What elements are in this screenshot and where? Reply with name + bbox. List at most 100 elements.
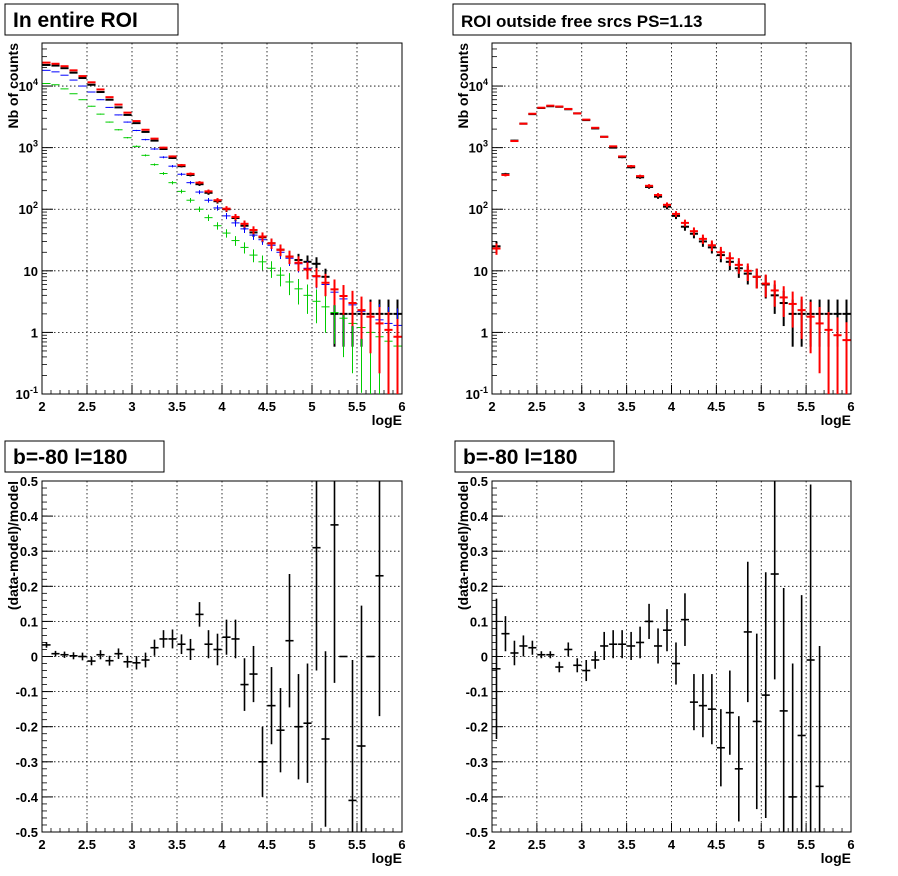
x-tick-label: 5.5 bbox=[797, 837, 815, 852]
series-1 bbox=[492, 105, 851, 347]
x-tick-label: 2 bbox=[38, 837, 45, 852]
y-tick-label: 0.1 bbox=[20, 614, 38, 629]
x-tick-label: 5.5 bbox=[348, 399, 366, 414]
panel-title: In entire ROI bbox=[13, 9, 138, 32]
title-box bbox=[454, 440, 615, 473]
x-tick-label: 4 bbox=[218, 837, 226, 852]
x-tick-label: 5 bbox=[308, 837, 315, 852]
y-tick-label: -0.5 bbox=[466, 825, 488, 840]
x-tick-label: 3.5 bbox=[168, 837, 186, 852]
panel-title: b=-80 l=180 bbox=[463, 446, 577, 469]
x-tick-label: 2.5 bbox=[78, 837, 96, 852]
x-tick-label: 2 bbox=[38, 399, 45, 414]
x-tick-label: 3 bbox=[578, 837, 585, 852]
x-tick-label: 5.5 bbox=[348, 837, 366, 852]
y-tick-label: 103 bbox=[469, 139, 488, 156]
y-tick-label: 0.5 bbox=[470, 474, 488, 489]
y-tick-label: 10 bbox=[24, 264, 38, 279]
x-tick-label: 6 bbox=[847, 399, 854, 414]
x-tick-label: 4.5 bbox=[258, 399, 276, 414]
chart-panel-1: 2 2.5 3 3.5 4 4.5 5 5.5 6 10-1 1 10 102 103 104 logE Nb … bbox=[4, 3, 406, 428]
y-tick-label: 0 bbox=[31, 650, 38, 665]
title-box bbox=[4, 3, 179, 36]
y-tick-label: -0.2 bbox=[466, 720, 488, 735]
y-tick-label: 10 bbox=[474, 264, 488, 279]
chart-panel-3: 2 2.5 3 3.5 4 4.5 5 5.5 6 -0.5 -0.4 -0.3 -0.2 -0.1 0 0.… bbox=[4, 440, 406, 866]
y-tick-label: -0.3 bbox=[16, 755, 38, 770]
x-tick-label: 5 bbox=[308, 399, 315, 414]
x-tick-label: 2.5 bbox=[528, 399, 546, 414]
panel-title: b=-80 l=180 bbox=[13, 446, 127, 469]
x-axis-label: logE bbox=[821, 412, 851, 428]
x-tick-label: 6 bbox=[398, 399, 405, 414]
plot-frame bbox=[491, 42, 852, 395]
y-tick-label: 0 bbox=[481, 650, 488, 665]
y-tick-label: 1 bbox=[31, 325, 38, 340]
y-axis-label: (data-model)/model bbox=[5, 481, 21, 610]
x-tick-label: 4 bbox=[668, 837, 676, 852]
y-tick-label: 10-1 bbox=[466, 385, 488, 402]
series-2 bbox=[492, 104, 851, 394]
x-tick-label: 2 bbox=[488, 399, 495, 414]
x-tick-label: 4.5 bbox=[258, 837, 276, 852]
series-2 bbox=[42, 69, 402, 382]
y-tick-label: -0.4 bbox=[466, 790, 489, 805]
x-axis-label: logE bbox=[821, 850, 851, 866]
y-tick-label: 104 bbox=[19, 77, 38, 94]
y-tick-label: 0.5 bbox=[20, 474, 38, 489]
y-tick-label: 10-1 bbox=[16, 385, 38, 402]
y-axis-label: Nb of counts bbox=[5, 43, 21, 129]
y-tick-label: 0.1 bbox=[470, 614, 488, 629]
y-axis-label: Nb of counts bbox=[455, 43, 471, 129]
x-tick-label: 3 bbox=[128, 837, 135, 852]
y-tick-label: -0.2 bbox=[16, 720, 38, 735]
title-box bbox=[452, 3, 766, 36]
y-tick-label: 103 bbox=[19, 139, 38, 156]
x-tick-label: 4.5 bbox=[707, 399, 725, 414]
y-tick-label: 1 bbox=[481, 325, 488, 340]
x-tick-label: 3 bbox=[128, 399, 135, 414]
y-tick-label: -0.3 bbox=[466, 755, 488, 770]
plot-frame bbox=[491, 480, 852, 833]
x-tick-label: 5.5 bbox=[797, 399, 815, 414]
y-tick-label: 0.4 bbox=[470, 509, 489, 524]
y-tick-label: 104 bbox=[469, 77, 488, 94]
series-residuals bbox=[492, 481, 824, 832]
x-axis-label: logE bbox=[372, 412, 402, 428]
x-tick-label: 4.5 bbox=[707, 837, 725, 852]
x-axis-label: logE bbox=[372, 850, 402, 866]
plot-frame bbox=[41, 480, 403, 833]
y-tick-label: 0.4 bbox=[20, 509, 39, 524]
x-tick-label: 4 bbox=[668, 399, 676, 414]
y-tick-label: 102 bbox=[469, 200, 488, 217]
y-tick-label: -0.4 bbox=[16, 790, 39, 805]
x-tick-label: 6 bbox=[847, 837, 854, 852]
y-tick-label: 0.2 bbox=[470, 579, 488, 594]
x-tick-label: 5 bbox=[758, 837, 765, 852]
y-axis-label: (data-model)/model bbox=[455, 481, 471, 610]
x-tick-label: 2.5 bbox=[528, 837, 546, 852]
x-tick-label: 3.5 bbox=[618, 399, 636, 414]
y-tick-label: 0.2 bbox=[20, 579, 38, 594]
series-4 bbox=[42, 61, 402, 394]
chart-panel-2: 2 2.5 3 3.5 4 4.5 5 5.5 6 10-1 1 10 102 103 104 logE Nb … bbox=[452, 3, 855, 428]
x-tick-label: 6 bbox=[398, 837, 405, 852]
x-tick-label: 3.5 bbox=[168, 399, 186, 414]
y-tick-label: 0.3 bbox=[20, 544, 38, 559]
plot-frame bbox=[41, 42, 403, 395]
x-tick-label: 3.5 bbox=[618, 837, 636, 852]
y-tick-label: 102 bbox=[19, 200, 38, 217]
y-tick-label: 0.3 bbox=[470, 544, 488, 559]
panel-title: ROI outside free srcs PS=1.13 bbox=[461, 12, 702, 31]
y-tick-label: -0.1 bbox=[16, 685, 38, 700]
x-tick-label: 3 bbox=[578, 399, 585, 414]
x-tick-label: 2 bbox=[488, 837, 495, 852]
x-tick-label: 5 bbox=[758, 399, 765, 414]
x-tick-label: 4 bbox=[218, 399, 226, 414]
x-tick-label: 2.5 bbox=[78, 399, 96, 414]
title-box bbox=[4, 440, 165, 473]
y-tick-label: -0.1 bbox=[466, 685, 488, 700]
y-tick-label: -0.5 bbox=[16, 825, 38, 840]
series-residuals bbox=[42, 481, 384, 832]
